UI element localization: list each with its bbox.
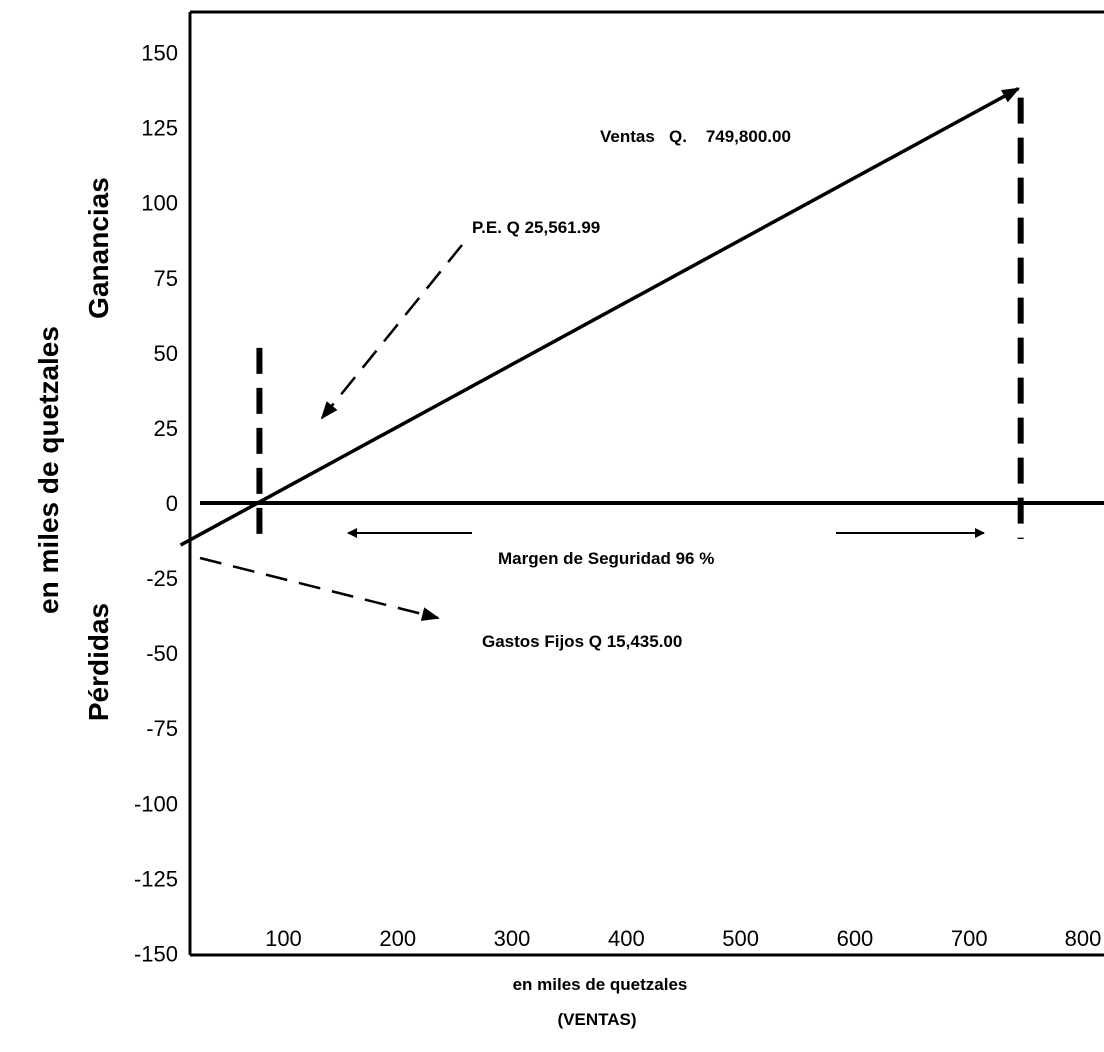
- y-tick-label: 50: [154, 341, 178, 366]
- y-tick-labels: 150 125 100 75 50 25 0 -25 -50 -75 -100 -125 -150: [134, 41, 178, 967]
- x-tick-label: 800: [1065, 926, 1102, 951]
- y-axis-title: en miles de quetzales: [33, 326, 64, 614]
- y-tick-label: -150: [134, 941, 178, 966]
- fixed-costs-pointer-arrow: [199, 556, 440, 621]
- y-tick-label: -125: [134, 866, 178, 891]
- y-tick-label: -75: [146, 716, 178, 741]
- sales-line: [179, 87, 1021, 547]
- x-tick-label: 700: [951, 926, 988, 951]
- y-tick-label: 25: [154, 416, 178, 441]
- x-tick-label: 600: [837, 926, 874, 951]
- y-tick-label: -25: [146, 566, 178, 591]
- x-tick-label: 400: [608, 926, 645, 951]
- y-tick-label: 125: [141, 116, 178, 141]
- break-even-pointer-arrow: [320, 244, 463, 420]
- y-tick-label: -50: [146, 641, 178, 666]
- fixed-costs-annotation: Gastos Fijos Q 15,435.00: [482, 632, 682, 651]
- y-axis-upper-label: Ganancias: [83, 177, 114, 319]
- y-tick-label: -100: [134, 791, 178, 816]
- x-axis-subtitle: (VENTAS): [557, 1010, 636, 1029]
- x-tick-label: 100: [265, 926, 302, 951]
- y-tick-label: 0: [166, 491, 178, 516]
- sales-annotation: Ventas Q. 749,800.00: [600, 127, 791, 146]
- y-axis-lower-label: Pérdidas: [83, 603, 114, 721]
- x-tick-label: 200: [379, 926, 416, 951]
- x-axis-title: en miles de quetzales: [513, 975, 688, 994]
- x-tick-label: 300: [494, 926, 531, 951]
- y-tick-label: 150: [141, 41, 178, 66]
- y-tick-label: 100: [141, 191, 178, 216]
- x-tick-labels: 100 200 300 400 500 600 700 800: [265, 926, 1101, 951]
- break-even-annotation: P.E. Q 25,561.99: [472, 218, 600, 237]
- y-tick-label: 75: [154, 266, 178, 291]
- safety-margin-annotation: Margen de Seguridad 96 %: [498, 549, 714, 568]
- x-tick-label: 500: [722, 926, 759, 951]
